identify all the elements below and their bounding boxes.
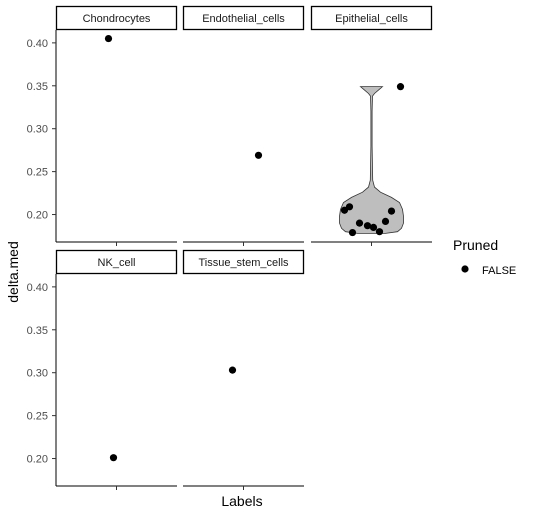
y-tick-label: 0.35 (27, 325, 48, 337)
data-point (109, 454, 118, 462)
data-point (381, 217, 390, 226)
data-point (387, 207, 396, 215)
y-tick-label: 0.20 (27, 454, 48, 466)
data-point (104, 34, 113, 43)
data-point (369, 223, 378, 232)
data-point (340, 206, 349, 214)
facet-strip-label: Chondrocytes (83, 13, 151, 25)
data-point (363, 222, 372, 230)
y-tick-label: 0.40 (27, 282, 48, 294)
y-tick-label: 0.30 (27, 368, 48, 380)
data-point (348, 228, 357, 237)
data-point (228, 366, 237, 374)
y-tick-label: 0.40 (27, 38, 48, 50)
facet-strip (182, 249, 305, 275)
facet-strip (310, 5, 433, 31)
facet-strip (55, 5, 178, 31)
legend-title: Pruned (453, 237, 498, 253)
y-tick-label: 0.20 (27, 210, 48, 222)
y-tick-label: 0.25 (27, 411, 48, 423)
y-axis-label: delta.med (5, 241, 21, 302)
violin-shape (339, 86, 404, 234)
data-point (254, 151, 263, 159)
facet-strip-label: Tissue_stem_cells (198, 257, 289, 269)
y-tick-label: 0.25 (27, 167, 48, 179)
facet-strip-label: Epithelial_cells (335, 13, 408, 25)
x-axis-label: Labels (221, 493, 262, 509)
facet-strip (182, 5, 305, 31)
data-point (375, 228, 384, 236)
legend-key-point (461, 265, 469, 273)
y-tick-label: 0.35 (27, 81, 48, 93)
facet-strip-label: Endothelial_cells (202, 13, 285, 25)
facet-strip-label: NK_cell (98, 257, 136, 269)
legend-entry-false: FALSE (482, 265, 516, 277)
facet-strip (55, 249, 178, 275)
y-tick-label: 0.30 (27, 124, 48, 136)
data-point (355, 219, 364, 227)
data-point (396, 83, 405, 91)
